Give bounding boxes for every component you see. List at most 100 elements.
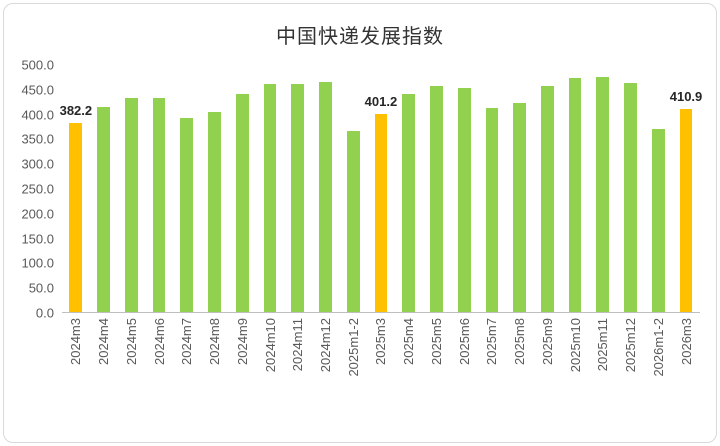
y-axis-tick-label: 200.0	[21, 206, 54, 222]
y-axis-tick-label: 300.0	[21, 156, 54, 172]
bar-2024m4[interactable]	[97, 107, 110, 312]
x-axis-label: 2025m5	[428, 318, 444, 365]
bar-column	[533, 65, 561, 312]
bar-column	[201, 65, 229, 312]
x-axis-label-cell: 2025m10	[561, 318, 589, 409]
bar-2025m9[interactable]	[540, 86, 554, 312]
bar-2024m10[interactable]	[263, 84, 277, 312]
bar-2025m4[interactable]	[402, 93, 416, 312]
bar-2025m6[interactable]	[457, 87, 471, 312]
y-axis: 0.0 50.0 100.0 150.0 200.0 250.0 300.0 350.0 400…	[12, 58, 62, 321]
y-axis-tick-label: 350.0	[21, 131, 54, 147]
bar-2025m7[interactable]	[485, 108, 499, 312]
bar-column	[312, 65, 340, 312]
x-axis-label: 2025m4	[401, 318, 417, 365]
x-axis-label-cell: 2026m3	[672, 318, 700, 409]
x-axis-label: 2025m6	[456, 318, 472, 365]
x-axis-label: 2024m6	[151, 318, 167, 365]
bar-2025m10[interactable]	[568, 77, 582, 312]
bar-2025m8[interactable]	[513, 102, 526, 312]
bar-column	[423, 65, 451, 312]
y-axis-tick-label: 500.0	[21, 57, 54, 73]
x-axis-label-cell: 2024m8	[201, 318, 229, 409]
x-axis-label: 2025m7	[484, 318, 500, 365]
x-axis-label: 2024m4	[96, 318, 112, 365]
x-axis: 2024m3 2024m4 2024m5 2024m6 2024m7 2024m8 2024…	[62, 313, 700, 409]
data-label: 382.2	[59, 103, 93, 119]
bar-2024m12[interactable]	[319, 81, 332, 312]
bar-2025m5[interactable]	[430, 86, 443, 312]
bar-2025m1-2[interactable]	[346, 131, 360, 312]
bar-column	[228, 65, 256, 312]
bar-2026m3[interactable]	[679, 109, 693, 312]
data-label: 410.9	[669, 89, 703, 105]
x-axis-label-cell: 2024m11	[284, 318, 312, 409]
x-axis-label-cell: 2025m7	[478, 318, 506, 409]
bar-2024m8[interactable]	[208, 111, 221, 312]
x-axis-label: 2026m3	[678, 318, 694, 365]
y-axis-tick-label: 450.0	[21, 82, 54, 98]
x-axis-label-cell: 2024m4	[90, 318, 118, 409]
bar-2024m5[interactable]	[124, 97, 138, 312]
bar-2024m11[interactable]	[291, 84, 305, 312]
bar-2024m6[interactable]	[152, 97, 166, 312]
x-axis-label-cell: 2024m9	[228, 318, 256, 409]
y-axis-tick-label: 150.0	[21, 231, 54, 247]
bar-column	[506, 65, 534, 312]
x-axis-label: 2025m1-2	[345, 318, 361, 377]
bar-column	[256, 65, 284, 312]
bar-column	[561, 65, 589, 312]
bar-column: 401.2	[364, 65, 398, 312]
bar-column	[284, 65, 312, 312]
x-axis-label: 2024m3	[68, 318, 84, 365]
bar-2024m7[interactable]	[180, 118, 194, 312]
x-axis-label: 2025m3	[373, 318, 389, 365]
chart-body: 0.0 50.0 100.0 150.0 200.0 250.0 300.0 350.0 400…	[4, 49, 716, 409]
x-axis-label: 2024m5	[123, 318, 139, 365]
bar-column	[478, 65, 506, 312]
y-axis-tick-label: 400.0	[21, 107, 54, 123]
x-axis-label: 2026m1-2	[650, 318, 666, 377]
x-axis-label-cell: 2026m1-2	[644, 318, 672, 409]
plot-area: 382.2 401.2 410.9	[59, 65, 703, 313]
bar-column	[395, 65, 423, 312]
x-axis-label: 2024m7	[179, 318, 195, 365]
x-axis-label-cell: 2025m3	[367, 318, 395, 409]
x-axis-label: 2025m9	[539, 318, 555, 365]
bar-2025m12[interactable]	[624, 82, 637, 312]
y-axis-tick-label: 250.0	[21, 181, 54, 197]
bar-column: 382.2	[59, 65, 93, 312]
x-axis-label-cell: 2025m8	[506, 318, 534, 409]
bar-2026m1-2[interactable]	[651, 128, 665, 312]
x-axis-label-cell: 2024m10	[256, 318, 284, 409]
bar-2024m9[interactable]	[235, 93, 249, 312]
x-axis-label-cell: 2024m3	[62, 318, 90, 409]
x-axis-label-cell: 2025m1-2	[339, 318, 367, 409]
chart-card: 中国快递发展指数 0.0 50.0 100.0 150.0 200.0 250.0 300.…	[3, 3, 717, 443]
bar-column	[589, 65, 617, 312]
x-axis-label: 2025m10	[567, 318, 583, 373]
x-axis-label: 2024m12	[317, 318, 333, 373]
x-axis-label-cell: 2025m11	[589, 318, 617, 409]
y-axis-tick-label: 100.0	[21, 255, 54, 271]
bar-column	[173, 65, 201, 312]
data-label: 401.2	[364, 93, 398, 109]
bar-column	[644, 65, 672, 312]
x-axis-label-cell: 2025m6	[450, 318, 478, 409]
bar-2025m3[interactable]	[374, 113, 388, 312]
x-axis-label: 2025m11	[595, 318, 611, 372]
bar-column	[450, 65, 478, 312]
x-axis-label: 2025m8	[512, 318, 528, 365]
x-axis-label: 2024m8	[207, 318, 223, 365]
bar-column	[117, 65, 145, 312]
x-axis-label-cell: 2025m4	[395, 318, 423, 409]
x-axis-label: 2024m10	[262, 318, 278, 373]
bar-2025m11[interactable]	[596, 76, 610, 312]
y-axis-tick-label: 50.0	[28, 280, 54, 296]
x-axis-label-cell: 2025m12	[617, 318, 645, 409]
plot-wrap: 382.2 401.2 410.9 2024m3 2024m4 2024m5 2024m6…	[59, 65, 703, 409]
y-axis-tick-label: 0.0	[35, 305, 54, 321]
x-axis-label-cell: 2024m12	[312, 318, 340, 409]
x-axis-label: 2024m9	[234, 318, 250, 365]
bar-2024m3[interactable]	[69, 123, 83, 312]
